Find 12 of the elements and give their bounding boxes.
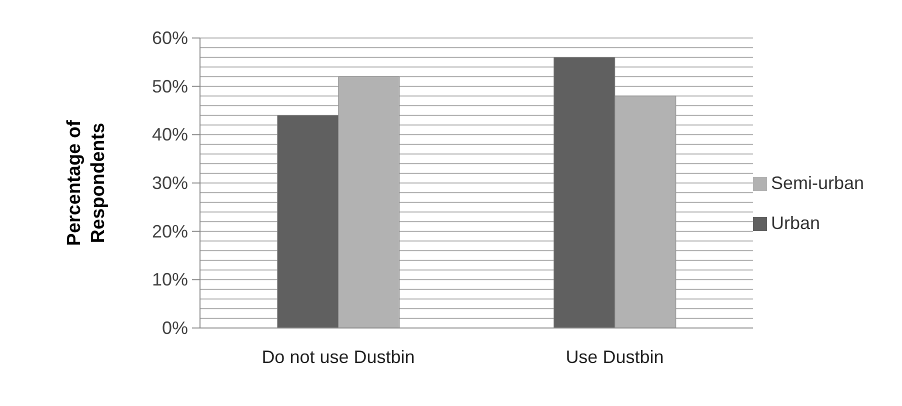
x-tick-label: Use Dustbin [566,346,664,367]
y-axis-title: Percentage of Respondents [64,120,109,246]
y-tick-label: 10% [152,270,188,290]
y-tick-label: 20% [152,221,188,242]
y-tick-label: 60% [152,28,188,48]
legend-label: Urban [770,213,820,233]
y-tick-label: 30% [152,173,188,193]
y-tick-label: 0% [162,318,188,338]
legend-label: Semi-urban [770,173,864,193]
y-tick-label: 50% [152,76,188,96]
y-tick-label: 40% [152,124,188,145]
x-tick-label: Do not use Dustbin [262,346,415,367]
